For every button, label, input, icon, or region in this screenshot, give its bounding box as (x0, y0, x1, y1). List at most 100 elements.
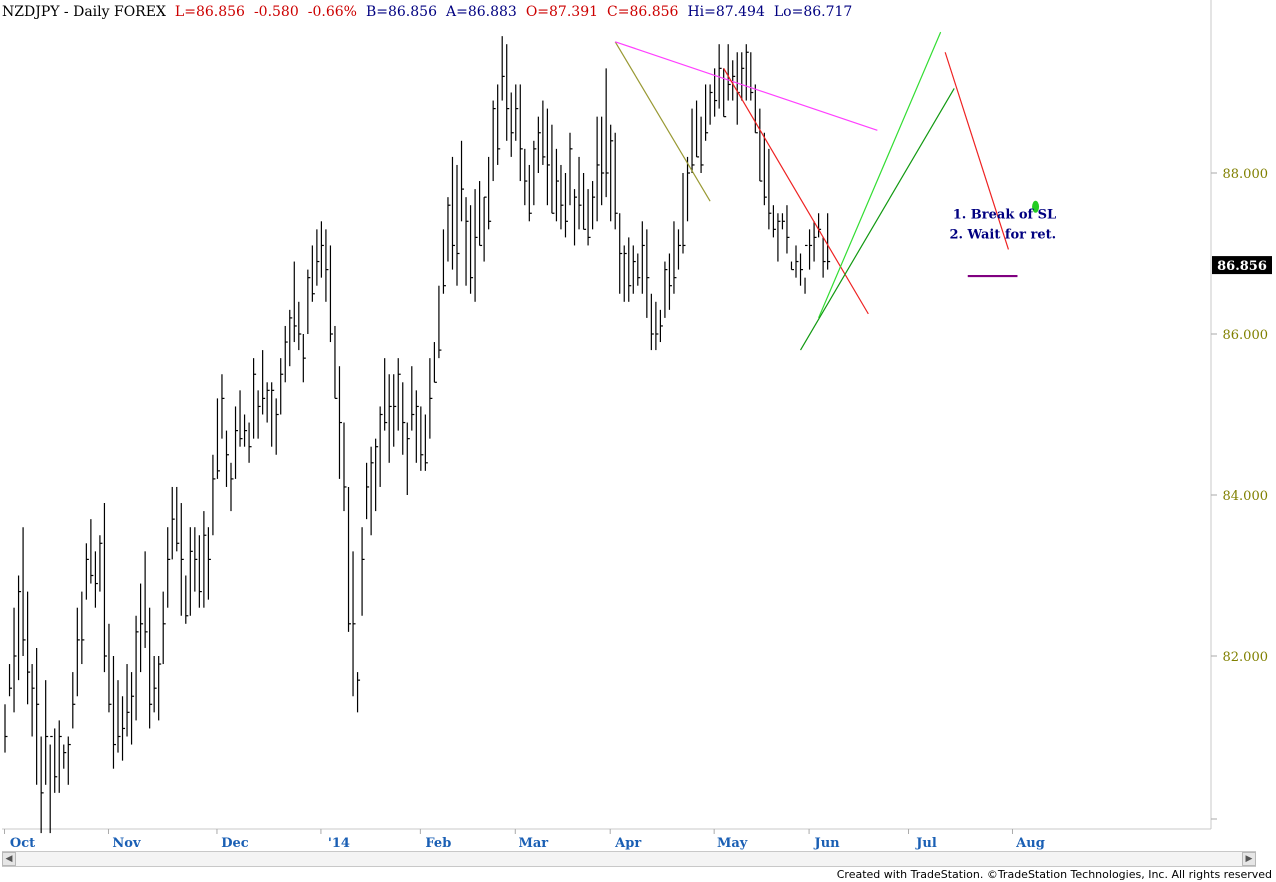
ohlc-bar (460, 140, 465, 222)
ohlc-bar (311, 245, 315, 302)
ohlc-bar (781, 213, 785, 230)
ohlc-bar (474, 189, 478, 302)
ohlc-bar (560, 164, 564, 230)
ohlc-bar (266, 382, 270, 423)
ohlc-bar (271, 382, 275, 447)
ohlc-bar (506, 44, 510, 141)
ohlc-bar (768, 148, 772, 230)
ohlc-bar (537, 116, 541, 173)
month-tick-label: May (717, 836, 748, 850)
ohlc-bar (126, 664, 130, 737)
ohlc-bar (176, 486, 180, 552)
ohlc-bar (772, 205, 776, 238)
ohlc-bar (777, 213, 781, 262)
ohlc-bar (551, 124, 555, 214)
ohlc-bar (275, 398, 279, 455)
ohlc-bar (338, 366, 342, 479)
month-tick-label: Nov (112, 836, 141, 850)
ohlc-bar (709, 84, 713, 125)
ohlc-bar (167, 527, 171, 608)
ohlc-bar (420, 406, 424, 471)
ohlc-bar (162, 591, 166, 665)
ohlc-bar (714, 68, 718, 117)
price-tick-label: 82.000 (1223, 650, 1269, 665)
net-change-label: -0.580 (253, 4, 299, 20)
ohlc-bar (36, 647, 40, 785)
ohlc-bar (745, 44, 749, 101)
ohlc-bar (677, 229, 681, 270)
trendline (818, 31, 942, 319)
ohlc-bar (334, 325, 338, 399)
ohlc-bars (4, 36, 831, 834)
open-label: O=87.391 (525, 4, 599, 20)
ohlc-bar (289, 309, 293, 367)
ohlc-bar (397, 358, 401, 431)
ohlc-bar (786, 205, 790, 254)
ohlc-bar (519, 84, 523, 182)
ohlc-bar (384, 358, 388, 431)
ohlc-bar (262, 350, 266, 415)
ohlc-bar (483, 196, 487, 262)
price-tick-label: 84.000 (1223, 489, 1269, 504)
ohlc-bar (510, 92, 514, 157)
ohlc-bar (180, 503, 184, 616)
footer-credit: Created with TradeStation. ©TradeStation… (836, 868, 1272, 881)
ohlc-bar (212, 454, 216, 536)
ohlc-bar (8, 664, 13, 697)
ohlc-bar (619, 213, 623, 294)
ohlc-bar (515, 84, 519, 141)
ohlc-bar (686, 156, 691, 222)
scroll-left-arrow-icon[interactable]: ◀ (2, 852, 16, 866)
last-price-box (1212, 256, 1272, 275)
ohlc-bar (27, 591, 31, 705)
ohlc-bar (325, 229, 329, 302)
ohlc-bar (185, 575, 189, 624)
ohlc-bar (804, 244, 808, 294)
ohlc-bar (424, 414, 428, 471)
ohlc-bar (704, 84, 709, 141)
month-tick-label: Apr (614, 836, 641, 850)
symbol-label: NZDJPY - Daily FOREX (2, 4, 166, 20)
ohlc-bar (623, 245, 627, 302)
ohlc-bar (447, 197, 451, 262)
ohlc-bar (754, 84, 758, 134)
axis-ticks (4, 172, 1217, 834)
ohlc-bar (569, 132, 573, 206)
month-tick-label: Aug (1015, 836, 1045, 850)
ohlc-bar (591, 181, 596, 230)
ohlc-bar (451, 156, 455, 270)
trendlines[interactable] (614, 31, 1018, 351)
scroll-right-arrow-icon[interactable]: ▶ (1242, 852, 1256, 866)
ohlc-bar (63, 744, 67, 769)
ohlc-bar (361, 527, 365, 616)
ohlc-bar (293, 261, 297, 343)
ohlc-bar (822, 237, 826, 278)
price-chart[interactable]: 82.000 84.000 86.000 88.000 Oct Nov Dec '14 Feb M… (0, 0, 1276, 850)
horizontal-scrollbar[interactable]: ◀ ▶ (2, 851, 1256, 867)
ohlc-bar (375, 438, 379, 512)
ohlc-bar (284, 325, 288, 383)
ohlc-bar (727, 44, 731, 101)
ohlc-bar (45, 680, 49, 785)
ohlc-bar (117, 680, 121, 753)
ohlc-bar (257, 390, 261, 439)
ohlc-bar (808, 229, 813, 270)
ohlc-bar (668, 253, 672, 310)
ohlc-bar (194, 527, 198, 592)
trendline (944, 52, 1010, 250)
annotation-text: 1. Break of SL (953, 207, 1056, 222)
green-marker (1032, 200, 1040, 213)
price-tick-label: 86.000 (1223, 328, 1269, 343)
ohlc-bar (198, 535, 202, 608)
ohlc-bar (659, 309, 663, 343)
ohlc-bar (243, 414, 248, 447)
ohlc-bar (54, 728, 58, 793)
ohlc-bar (582, 173, 587, 230)
ohlc-bar (248, 422, 252, 463)
ohlc-bar (664, 261, 668, 318)
month-tick-label: Feb (425, 836, 451, 850)
ohlc-bar (388, 374, 392, 463)
ohlc-bar (700, 116, 704, 173)
ohlc-bar (596, 116, 600, 222)
ohlc-bar (497, 84, 501, 165)
